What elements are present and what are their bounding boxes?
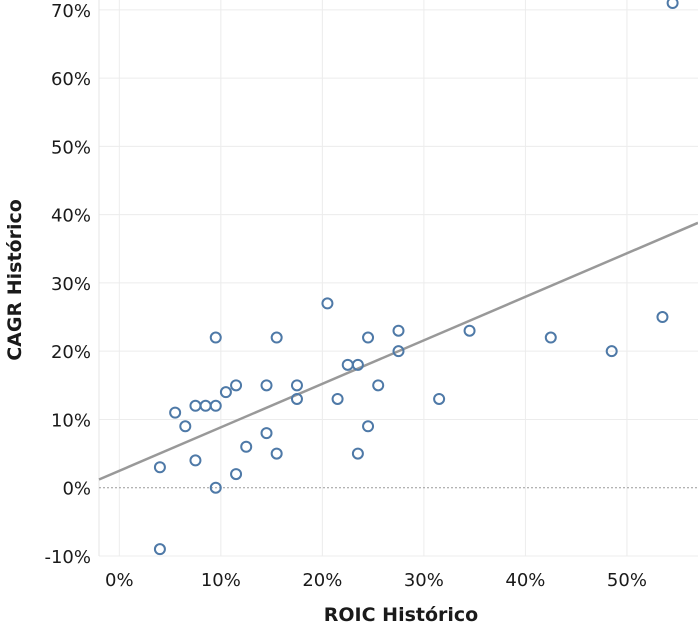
data-point xyxy=(331,392,344,405)
y-tick-label: 70% xyxy=(51,1,91,22)
data-point xyxy=(656,311,669,324)
grid xyxy=(98,0,698,557)
data-point xyxy=(189,399,202,412)
data-point xyxy=(341,358,354,371)
data-point xyxy=(351,447,364,460)
x-tick-label: 40% xyxy=(505,570,545,591)
data-point xyxy=(270,447,283,460)
data-point xyxy=(605,345,618,358)
y-tick-label: 20% xyxy=(51,342,91,363)
data-point xyxy=(209,331,222,344)
y-tick-label: 60% xyxy=(51,69,91,90)
data-point xyxy=(209,399,222,412)
data-point xyxy=(392,324,405,337)
y-axis-title: CAGR Histórico xyxy=(4,199,26,361)
data-point xyxy=(351,358,364,371)
y-tick-label: 10% xyxy=(51,410,91,431)
y-tick-label: 50% xyxy=(51,137,91,158)
x-tick-label: 30% xyxy=(404,570,444,591)
x-tick-label: 20% xyxy=(302,570,342,591)
data-point xyxy=(321,297,334,310)
data-point xyxy=(179,420,192,433)
data-point xyxy=(199,399,212,412)
data-point xyxy=(260,379,273,392)
data-point xyxy=(666,0,679,9)
data-point xyxy=(153,461,166,474)
trend-line-group xyxy=(98,221,698,481)
data-point xyxy=(219,386,232,399)
data-point xyxy=(362,331,375,344)
data-point xyxy=(392,345,405,358)
y-tick-label: -10% xyxy=(44,547,91,568)
data-point xyxy=(544,331,557,344)
x-tick-label: 10% xyxy=(201,570,241,591)
data-point xyxy=(433,392,446,405)
y-tick-label: 30% xyxy=(51,274,91,295)
data-point xyxy=(260,427,273,440)
data-point xyxy=(290,392,303,405)
data-point xyxy=(153,543,166,556)
data-point xyxy=(189,454,202,467)
data-point xyxy=(230,468,243,481)
x-tick-label: 50% xyxy=(607,570,647,591)
x-axis-ticks: 0% 10% 20% 30% 40% 50% xyxy=(105,570,647,591)
data-point xyxy=(230,379,243,392)
data-point xyxy=(290,379,303,392)
y-tick-label: 0% xyxy=(62,479,91,500)
x-tick-label: 0% xyxy=(105,570,134,591)
data-point xyxy=(372,379,385,392)
y-axis-ticks: -10% 0% 10% 20% 30% 40% 50% 60% 70% xyxy=(44,1,91,568)
data-point xyxy=(169,406,182,419)
data-point xyxy=(362,420,375,433)
data-point xyxy=(240,440,253,453)
trend-line xyxy=(98,221,698,481)
data-points xyxy=(153,0,679,556)
x-axis-title: ROIC Histórico xyxy=(324,604,478,626)
y-tick-label: 40% xyxy=(51,206,91,227)
data-point xyxy=(270,331,283,344)
data-point xyxy=(209,481,222,494)
data-point xyxy=(463,324,476,337)
